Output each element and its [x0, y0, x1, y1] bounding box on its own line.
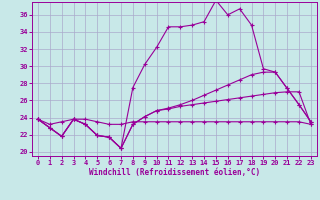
- X-axis label: Windchill (Refroidissement éolien,°C): Windchill (Refroidissement éolien,°C): [89, 168, 260, 177]
